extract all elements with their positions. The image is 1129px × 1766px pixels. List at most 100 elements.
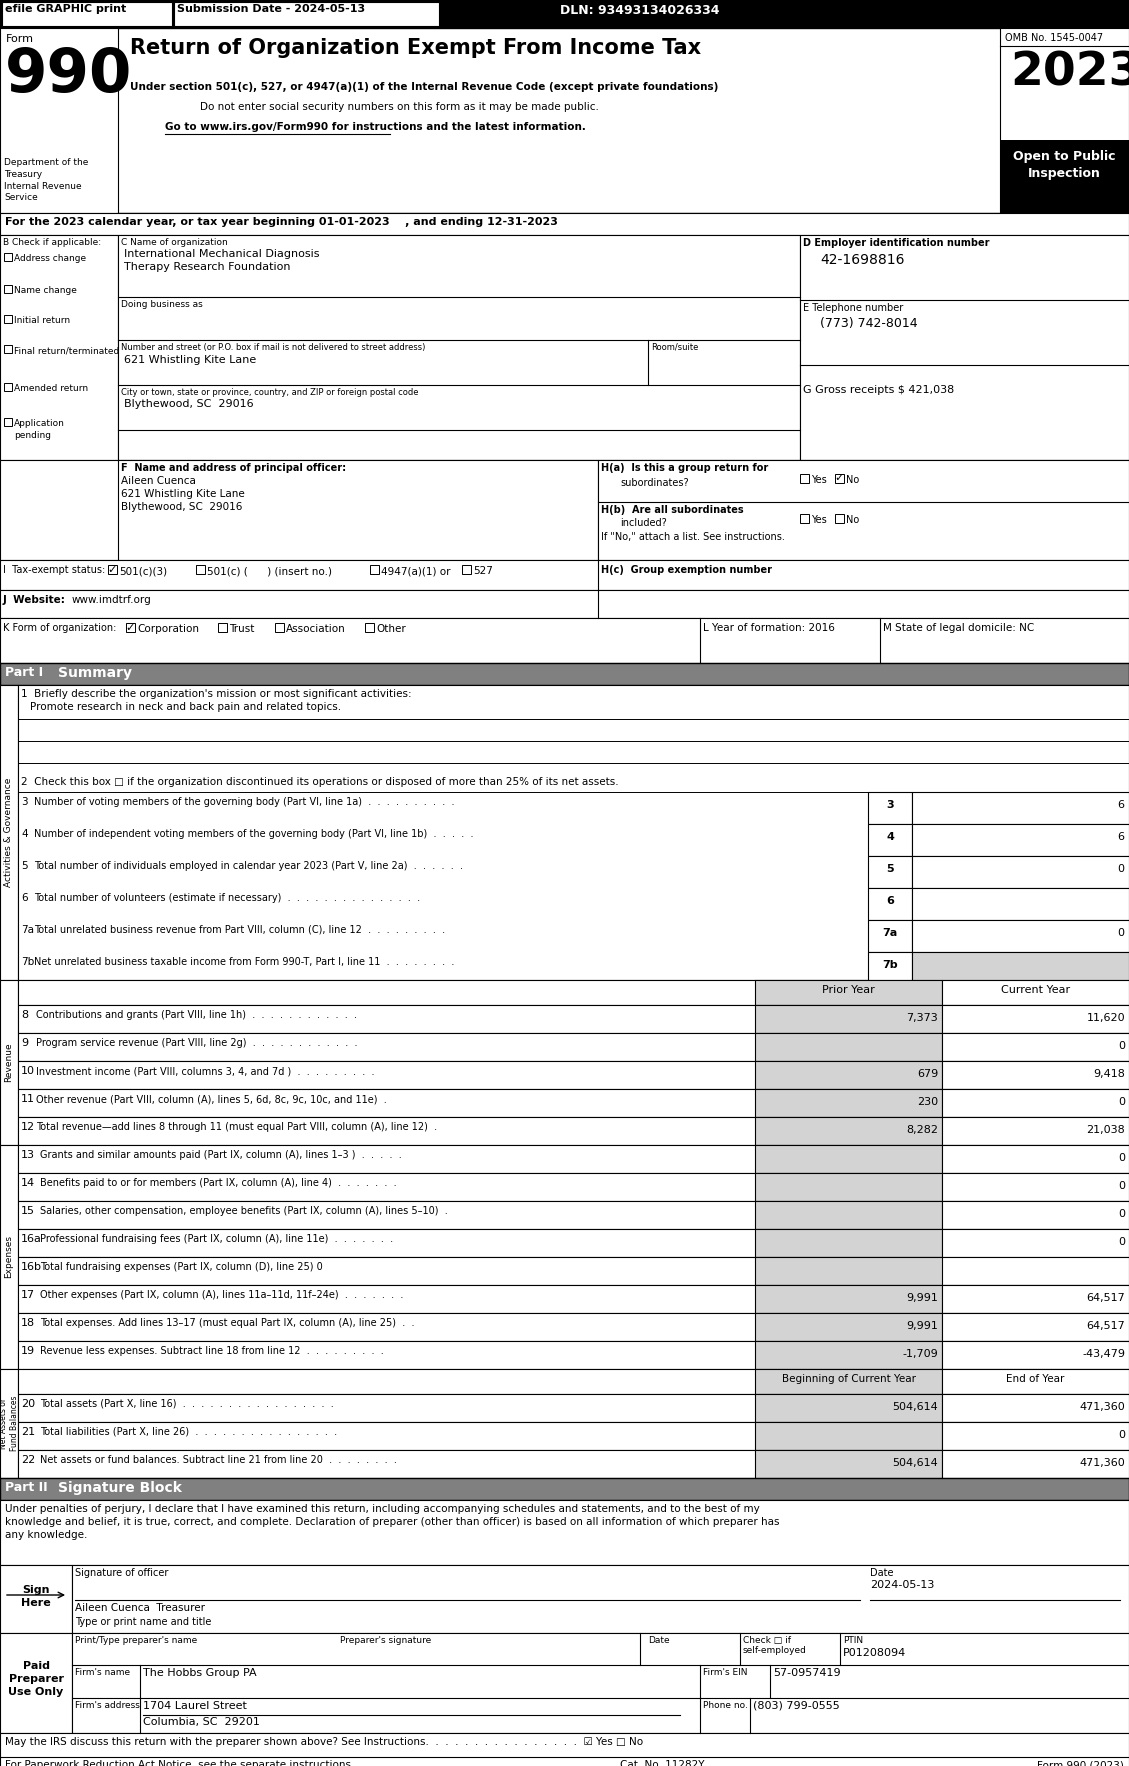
Bar xyxy=(18,1393,1129,1422)
Text: (803) 799-0555: (803) 799-0555 xyxy=(753,1701,840,1711)
Bar xyxy=(18,1450,1129,1478)
Text: 501(c)(3): 501(c)(3) xyxy=(119,565,167,576)
Text: Preparer's signature: Preparer's signature xyxy=(340,1635,431,1644)
Text: OMB No. 1545-0047: OMB No. 1545-0047 xyxy=(1005,34,1103,42)
Text: 10: 10 xyxy=(21,1067,35,1075)
Text: Promote research in neck and back pain and related topics.: Promote research in neck and back pain a… xyxy=(30,703,341,712)
Bar xyxy=(0,662,1129,685)
Bar xyxy=(0,980,18,1144)
Text: 6: 6 xyxy=(1117,832,1124,842)
Text: 19: 19 xyxy=(21,1346,35,1356)
Text: Yes: Yes xyxy=(811,516,826,525)
Text: Total revenue—add lines 8 through 11 (must equal Part VIII, column (A), line 12): Total revenue—add lines 8 through 11 (mu… xyxy=(36,1121,437,1132)
Text: 42-1698816: 42-1698816 xyxy=(820,253,904,267)
Text: 2  Check this box □ if the organization discontinued its operations or disposed : 2 Check this box □ if the organization d… xyxy=(21,777,619,788)
Bar xyxy=(942,1422,1129,1450)
Text: Number and street (or P.O. box if mail is not delivered to street address): Number and street (or P.O. box if mail i… xyxy=(121,343,426,351)
Text: D Employer identification number: D Employer identification number xyxy=(803,238,989,247)
Bar xyxy=(18,1090,1129,1118)
Text: H(a)  Is this a group return for: H(a) Is this a group return for xyxy=(601,463,768,473)
Bar xyxy=(942,1118,1129,1144)
Text: 14: 14 xyxy=(21,1178,35,1189)
Text: 7b: 7b xyxy=(882,961,898,970)
Text: Address change: Address change xyxy=(14,254,86,263)
Bar xyxy=(18,1118,1129,1144)
Bar xyxy=(5,284,12,293)
Text: Signature Block: Signature Block xyxy=(58,1482,182,1496)
Bar xyxy=(0,0,1129,28)
Bar xyxy=(755,1061,942,1090)
Text: For Paperwork Reduction Act Notice, see the separate instructions.: For Paperwork Reduction Act Notice, see … xyxy=(5,1761,355,1766)
Text: 0: 0 xyxy=(1118,1181,1124,1190)
Bar xyxy=(912,791,1129,825)
Bar xyxy=(18,1005,1129,1033)
Text: 1  Briefly describe the organization's mission or most significant activities:: 1 Briefly describe the organization's mi… xyxy=(21,689,412,699)
Text: Firm's name: Firm's name xyxy=(75,1669,130,1678)
Bar xyxy=(0,618,1129,662)
Bar xyxy=(370,565,379,574)
Bar xyxy=(755,1286,942,1312)
Text: 5: 5 xyxy=(886,864,894,874)
Text: 21,038: 21,038 xyxy=(1086,1125,1124,1136)
Text: Grants and similar amounts paid (Part IX, column (A), lines 1–3 )  .  .  .  .  .: Grants and similar amounts paid (Part IX… xyxy=(40,1150,402,1160)
Bar xyxy=(1000,140,1129,214)
Text: Amended return: Amended return xyxy=(14,383,88,394)
Text: Signature of officer: Signature of officer xyxy=(75,1568,168,1579)
Text: Total fundraising expenses (Part IX, column (D), line 25) 0: Total fundraising expenses (Part IX, col… xyxy=(40,1263,323,1272)
Bar xyxy=(942,1033,1129,1061)
Bar xyxy=(912,825,1129,857)
Text: Paid
Preparer
Use Only: Paid Preparer Use Only xyxy=(8,1662,63,1697)
Text: Yes: Yes xyxy=(811,475,826,486)
Text: Type or print name and title: Type or print name and title xyxy=(75,1618,211,1626)
Text: Revenue less expenses. Subtract line 18 from line 12  .  .  .  .  .  .  .  .  .: Revenue less expenses. Subtract line 18 … xyxy=(40,1346,384,1356)
Bar xyxy=(72,1634,1129,1732)
Bar xyxy=(126,623,135,632)
Bar xyxy=(196,565,205,574)
Text: Form 990 (2023): Form 990 (2023) xyxy=(1038,1761,1124,1766)
Bar xyxy=(462,565,471,574)
Bar xyxy=(0,1144,18,1369)
Text: Under section 501(c), 527, or 4947(a)(1) of the Internal Revenue Code (except pr: Under section 501(c), 527, or 4947(a)(1)… xyxy=(130,81,718,92)
Text: 16a: 16a xyxy=(21,1234,42,1243)
Text: 2023: 2023 xyxy=(1010,49,1129,95)
Bar xyxy=(755,980,942,1005)
Text: 0: 0 xyxy=(1118,1040,1124,1051)
Text: Benefits paid to or for members (Part IX, column (A), line 4)  .  .  .  .  .  . : Benefits paid to or for members (Part IX… xyxy=(40,1178,396,1189)
Bar xyxy=(868,791,912,825)
Text: For the 2023 calendar year, or tax year beginning 01-01-2023    , and ending 12-: For the 2023 calendar year, or tax year … xyxy=(5,217,558,228)
Text: 57-0957419: 57-0957419 xyxy=(773,1669,841,1678)
Text: 13: 13 xyxy=(21,1150,35,1160)
Bar xyxy=(18,1201,1129,1229)
Bar xyxy=(5,383,12,390)
Bar xyxy=(755,1173,942,1201)
Text: Trust: Trust xyxy=(229,623,254,634)
Bar xyxy=(755,1033,942,1061)
Text: The Hobbs Group PA: The Hobbs Group PA xyxy=(143,1669,256,1678)
Text: Current Year: Current Year xyxy=(1001,985,1070,994)
Text: F  Name and address of principal officer:: F Name and address of principal officer: xyxy=(121,463,347,473)
Bar xyxy=(942,1340,1129,1369)
Bar xyxy=(0,1478,1129,1499)
Bar xyxy=(5,314,12,323)
Bar xyxy=(2,2,172,26)
Text: Corporation: Corporation xyxy=(137,623,199,634)
Bar xyxy=(5,253,12,261)
Text: 527: 527 xyxy=(473,565,493,576)
Text: Salaries, other compensation, employee benefits (Part IX, column (A), lines 5–10: Salaries, other compensation, employee b… xyxy=(40,1206,448,1217)
Text: Room/suite: Room/suite xyxy=(651,343,699,351)
Text: 471,360: 471,360 xyxy=(1079,1459,1124,1468)
Text: 679: 679 xyxy=(917,1068,938,1079)
Text: M State of legal domicile: NC: M State of legal domicile: NC xyxy=(883,623,1034,632)
Bar xyxy=(912,952,1129,984)
Bar xyxy=(18,1286,1129,1312)
Bar xyxy=(5,419,12,426)
Text: 22: 22 xyxy=(21,1455,35,1466)
Bar xyxy=(365,623,374,632)
Bar xyxy=(72,1565,1129,1634)
Text: Program service revenue (Part VIII, line 2g)  .  .  .  .  .  .  .  .  .  .  .  .: Program service revenue (Part VIII, line… xyxy=(36,1038,358,1047)
Bar xyxy=(0,214,1129,235)
Bar xyxy=(1000,28,1129,214)
Text: 0: 0 xyxy=(1117,864,1124,874)
Text: No: No xyxy=(846,516,859,525)
Bar xyxy=(18,1422,1129,1450)
